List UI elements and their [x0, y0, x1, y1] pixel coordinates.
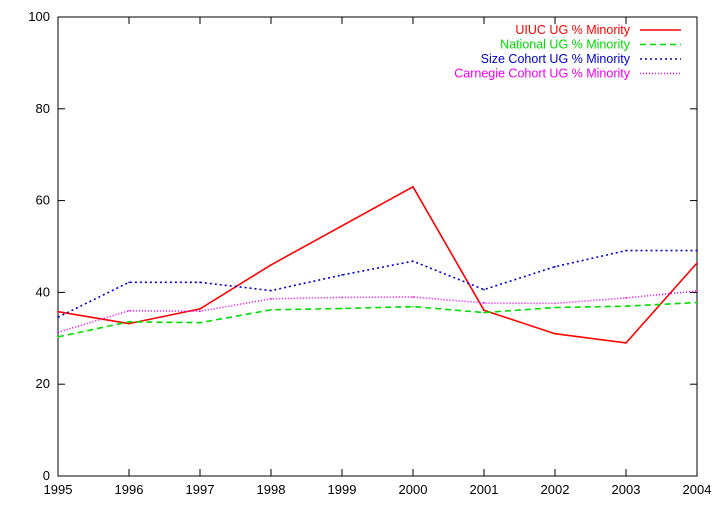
series-4-point [270, 298, 272, 300]
series-1-point [199, 308, 201, 310]
x-tick-label: 1995 [44, 482, 73, 497]
series-3-point [199, 281, 201, 284]
series-4-point [199, 310, 201, 313]
x-tick-label: 1997 [186, 482, 215, 497]
series-lines [57, 185, 698, 344]
series-3-point [341, 274, 343, 276]
x-tick-label: 1998 [257, 482, 286, 497]
series-1-point [483, 309, 485, 312]
series-2-point [412, 305, 414, 308]
series-1-point [341, 225, 343, 227]
series-4-point [128, 309, 130, 312]
y-tick-label: 40 [36, 284, 50, 299]
x-tick-label: 2002 [541, 482, 570, 497]
series-2-point [696, 301, 698, 304]
series-3-point [696, 249, 698, 252]
series-line-3 [57, 249, 697, 318]
legend-label: Carnegie Cohort UG % Minority [454, 67, 631, 81]
series-3-point [554, 265, 556, 268]
series-2-point [554, 306, 556, 309]
series-2-point [57, 336, 59, 338]
x-tick-label: 1996 [115, 482, 144, 497]
series-1-point [57, 310, 59, 313]
series-1-point [270, 264, 272, 266]
series-4-point [483, 302, 485, 304]
series-4-point [554, 302, 556, 305]
series-3-point [483, 288, 485, 291]
series-2-point [270, 309, 272, 311]
x-tick-label: 1999 [328, 482, 357, 497]
series-3-point [57, 316, 59, 318]
series-4-point [696, 290, 698, 292]
series-2-point [483, 311, 485, 314]
x-tick-label: 2000 [399, 482, 428, 497]
series-3-point [412, 260, 414, 262]
axes: 1995 1996 1997 1998 1999 2000 2001 2002 2003 2004… [28, 9, 711, 497]
series-1-point [412, 186, 414, 188]
series-1-point [625, 342, 627, 344]
y-tick-label: 20 [36, 376, 50, 391]
series-line-1 [57, 185, 698, 344]
series-2-point [128, 320, 130, 323]
series-4-point [57, 331, 59, 334]
series-2-point [625, 305, 627, 307]
legend-label: National UG % Minority [500, 38, 631, 52]
y-tick-label: 60 [36, 193, 50, 208]
series-2-point [199, 321, 201, 324]
legend-label: Size Cohort UG % Minority [481, 52, 631, 66]
series-1-point [696, 262, 698, 264]
y-tick-label: 0 [43, 468, 50, 483]
x-tick-label: 2001 [470, 482, 499, 497]
series-line-4 [57, 290, 698, 334]
series-3-point [625, 249, 627, 252]
x-tick-label: 2004 [683, 482, 712, 497]
x-tick-label: 2003 [612, 482, 641, 497]
series-line-2 [57, 301, 698, 338]
series-3-point [128, 281, 130, 284]
y-tick-label: 100 [28, 9, 50, 24]
series-1-point [128, 322, 130, 325]
series-2-point [341, 307, 343, 310]
series-4-point [625, 297, 627, 299]
y-tick-label: 80 [36, 101, 50, 116]
series-4-point [341, 296, 343, 299]
series-4-point [412, 296, 414, 298]
series-3-point [270, 289, 272, 292]
series-1-point [554, 332, 556, 335]
legend-label: UIUC UG % Minority [515, 23, 630, 37]
plot-frame [57, 16, 698, 477]
